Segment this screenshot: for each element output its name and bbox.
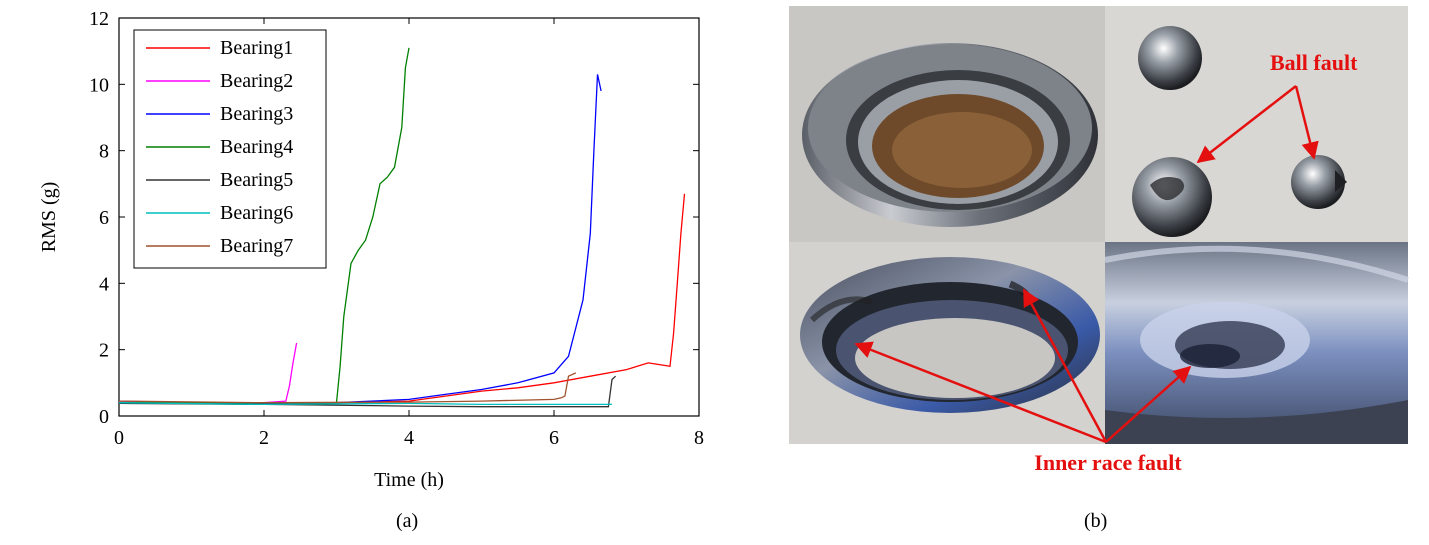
x-tick-label: 8 — [694, 427, 704, 449]
y-tick-label: 8 — [99, 141, 109, 163]
intact-bearing-photo — [789, 6, 1105, 242]
series-line-bearing4 — [119, 47, 410, 404]
legend-label: Bearing3 — [220, 103, 293, 125]
series-line-bearing2 — [118, 342, 298, 404]
ball-fault-arrow-1 — [1196, 85, 1297, 164]
y-tick-label: 6 — [99, 207, 109, 229]
y-tick-label: 10 — [89, 74, 109, 96]
y-tick-label: 12 — [89, 8, 109, 30]
legend-label: Bearing1 — [220, 37, 293, 59]
legend-label: Bearing2 — [220, 70, 293, 92]
inner-race-ring-photo — [789, 242, 1105, 444]
axis-ticks: 0 2 4 6 8 0 2 4 6 8 10 12 — [89, 8, 704, 449]
inner-race-zoom-photo — [1104, 242, 1409, 444]
healthy-ball — [1138, 26, 1202, 90]
bearing-photo-panel: Ball fault Inner race fault — [789, 6, 1409, 475]
y-axis-label: RMS (g) — [38, 182, 60, 253]
ball-fault-label: Ball fault — [1270, 50, 1358, 75]
caption-b: (b) — [1084, 510, 1108, 532]
x-tick-label: 6 — [549, 427, 559, 449]
faulty-ball-2 — [1291, 155, 1345, 209]
x-tick-label: 4 — [404, 427, 414, 449]
legend-label: Bearing6 — [220, 202, 293, 224]
ball-fault-photo: Ball fault — [1105, 6, 1408, 242]
legend: Bearing1 Bearing2 Bearing3 Bearing4 Bearing5… — [133, 29, 327, 269]
series-line-bearing7 — [118, 372, 577, 404]
series-line-bearing5 — [118, 375, 617, 408]
y-tick-label: 2 — [99, 340, 109, 362]
x-tick-label: 2 — [259, 427, 269, 449]
x-axis-label: Time (h) — [374, 469, 444, 491]
series-line-bearing6 — [118, 402, 612, 406]
legend-label: Bearing5 — [220, 169, 293, 191]
y-tick-label: 4 — [99, 273, 109, 295]
inner-race-arrow-1 — [854, 341, 1107, 444]
series-layer — [118, 47, 686, 408]
legend-label: Bearing4 — [220, 136, 293, 158]
inner-race-fault-label: Inner race fault — [1034, 450, 1182, 475]
legend-items: Bearing1 Bearing2 Bearing3 Bearing4 Bearing5… — [146, 37, 293, 257]
y-tick-label: 0 — [99, 406, 109, 428]
inner-race-arrow-2 — [1022, 288, 1108, 443]
legend-box — [133, 29, 327, 269]
caption-a: (a) — [396, 510, 419, 532]
legend-label: Bearing7 — [220, 235, 293, 257]
rms-line-chart: 0 2 4 6 8 0 2 4 6 8 10 12 Time (h) RMS (g) Bearing1… — [38, 8, 704, 491]
inner-race-arrow-3 — [1105, 365, 1192, 443]
x-tick-label: 0 — [114, 427, 124, 449]
ball-fault-arrow-2 — [1294, 85, 1319, 160]
